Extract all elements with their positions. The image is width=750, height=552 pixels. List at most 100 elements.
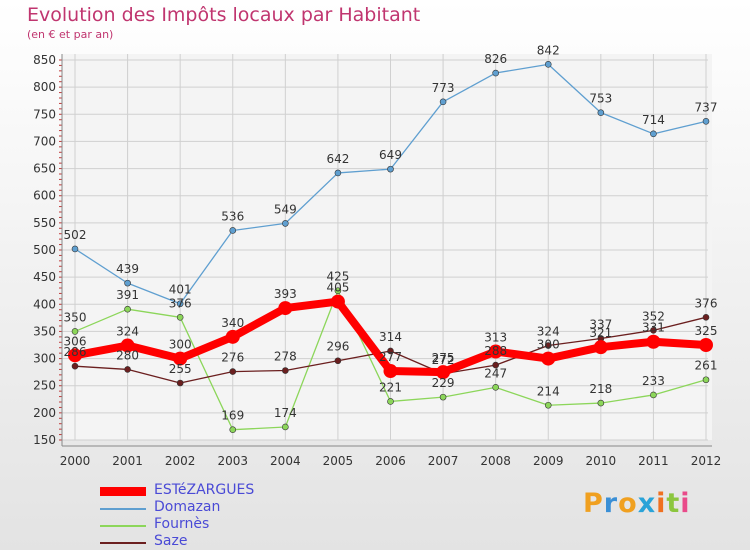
y-tick-label-400: 400 bbox=[33, 297, 56, 311]
series-0-point-2011 bbox=[646, 334, 661, 349]
data-label-series-3-2008: 288 bbox=[484, 344, 507, 358]
data-label-series-3-2006: 314 bbox=[379, 330, 402, 344]
data-label-series-2-2006: 221 bbox=[379, 380, 402, 394]
data-label-series-3-2010: 337 bbox=[589, 317, 612, 331]
legend-label-domazan: Domazan bbox=[154, 499, 221, 515]
x-tick-label-2008: 2008 bbox=[480, 454, 511, 468]
data-label-series-2-2000: 350 bbox=[64, 310, 87, 324]
chart-title: Evolution des Impôts locaux par Habitant bbox=[27, 4, 421, 26]
series-3-point-2011 bbox=[650, 327, 657, 334]
data-label-series-1-2006: 649 bbox=[379, 148, 402, 162]
legend-label-saze: Saze bbox=[154, 533, 188, 549]
data-label-series-2-2004: 174 bbox=[274, 406, 297, 420]
x-tick-label-2003: 2003 bbox=[217, 454, 248, 468]
legend-swatch-saze bbox=[100, 542, 146, 544]
series-0-point-2012 bbox=[699, 338, 713, 352]
series-0-point-2004 bbox=[278, 301, 293, 316]
x-tick-label-2009: 2009 bbox=[533, 454, 564, 468]
series-2-point-2001 bbox=[124, 305, 131, 313]
data-label-series-0-2006: 277 bbox=[379, 350, 402, 364]
data-label-series-2-2008: 247 bbox=[484, 366, 507, 380]
data-label-series-0-2011: 331 bbox=[642, 321, 665, 335]
series-1-point-2010 bbox=[597, 109, 605, 116]
series-0-point-2009 bbox=[541, 351, 556, 366]
series-2-point-2008 bbox=[492, 384, 499, 391]
data-label-series-0-2007: 275 bbox=[432, 351, 455, 365]
y-tick-label-450: 450 bbox=[33, 270, 56, 284]
data-label-series-3-2005: 296 bbox=[326, 340, 349, 354]
series-1-point-2009 bbox=[544, 61, 552, 68]
y-tick-label-500: 500 bbox=[33, 243, 56, 257]
x-tick-label-2001: 2001 bbox=[112, 454, 143, 468]
y-tick-label-550: 550 bbox=[33, 216, 56, 230]
logo-letter: P bbox=[583, 488, 604, 519]
data-label-series-3-2001: 280 bbox=[116, 348, 139, 362]
data-label-series-3-2012: 376 bbox=[695, 296, 718, 310]
series-1-point-2007 bbox=[439, 98, 447, 106]
chart-subtitle: (en € et par an) bbox=[27, 28, 114, 41]
data-label-series-0-2000: 306 bbox=[64, 334, 87, 348]
y-tick-label-750: 750 bbox=[33, 107, 56, 121]
x-tick-label-2006: 2006 bbox=[375, 454, 406, 468]
series-2-point-2007 bbox=[439, 393, 447, 401]
y-tick-label-700: 700 bbox=[33, 134, 56, 148]
series-1-point-2006 bbox=[387, 165, 394, 173]
series-1-point-2002 bbox=[176, 300, 184, 308]
data-label-series-1-2001: 439 bbox=[116, 262, 139, 276]
y-tick-label-250: 250 bbox=[33, 379, 56, 393]
x-tick-label-2010: 2010 bbox=[586, 454, 617, 468]
series-0-point-2010 bbox=[593, 340, 608, 355]
legend-label-fournes: Fournès bbox=[154, 516, 210, 532]
series-1-point-2000 bbox=[71, 245, 79, 253]
series-2-point-2010 bbox=[597, 399, 605, 407]
series-2-point-2006 bbox=[387, 398, 394, 405]
series-3-point-2000 bbox=[71, 362, 79, 370]
data-label-series-0-2009: 300 bbox=[537, 338, 560, 352]
series-1-point-2003 bbox=[229, 227, 237, 234]
series-3-point-2009 bbox=[544, 342, 552, 349]
y-tick-label-650: 650 bbox=[33, 162, 56, 176]
data-label-series-1-2009: 842 bbox=[537, 43, 560, 57]
series-0-point-2005 bbox=[330, 294, 345, 309]
data-label-series-2-2012: 261 bbox=[695, 359, 718, 373]
logo-letter: i bbox=[680, 488, 691, 519]
series-1-point-2001 bbox=[124, 279, 131, 287]
series-0-point-2000 bbox=[68, 348, 82, 363]
logo-letter: t bbox=[666, 488, 681, 519]
logo-letter: x bbox=[637, 488, 657, 519]
y-tick-label-300: 300 bbox=[33, 352, 56, 366]
y-tick-label-350: 350 bbox=[33, 324, 56, 338]
series-3-point-2005 bbox=[334, 357, 342, 365]
data-label-series-1-2000: 502 bbox=[64, 228, 87, 242]
data-label-series-3-2004: 278 bbox=[274, 350, 297, 364]
series-2-point-2005 bbox=[334, 287, 342, 295]
data-label-series-1-2007: 773 bbox=[432, 81, 455, 95]
x-tick-label-2000: 2000 bbox=[60, 454, 91, 468]
data-label-series-3-2000: 286 bbox=[64, 345, 87, 359]
y-tick-label-850: 850 bbox=[33, 53, 56, 67]
series-1-point-2008 bbox=[492, 69, 499, 77]
x-tick-label-2007: 2007 bbox=[428, 454, 459, 468]
legend-swatch-domazan bbox=[100, 508, 146, 510]
data-label-series-0-2005: 405 bbox=[326, 281, 349, 295]
data-label-series-2-2001: 391 bbox=[116, 288, 139, 302]
data-label-series-1-2008: 826 bbox=[484, 52, 507, 66]
legend-swatch-fournes bbox=[100, 525, 146, 527]
series-0-point-2002 bbox=[173, 351, 188, 366]
series-0-point-2001 bbox=[120, 338, 135, 353]
logo-letter: r bbox=[603, 488, 619, 519]
series-1-point-2005 bbox=[334, 169, 342, 177]
data-label-series-2-2009: 214 bbox=[537, 384, 560, 398]
data-label-series-3-2002: 255 bbox=[169, 362, 192, 376]
logo-letter: o bbox=[618, 488, 638, 519]
series-3-point-2002 bbox=[176, 379, 184, 387]
series-2-point-2004 bbox=[282, 423, 289, 431]
data-label-series-1-2002: 401 bbox=[169, 283, 192, 297]
data-label-series-2-2011: 233 bbox=[642, 374, 665, 388]
series-lines bbox=[68, 61, 713, 433]
series-1-point-2011 bbox=[650, 130, 657, 138]
data-label-series-2-2010: 218 bbox=[589, 382, 612, 396]
series-0-point-2007 bbox=[436, 365, 451, 380]
